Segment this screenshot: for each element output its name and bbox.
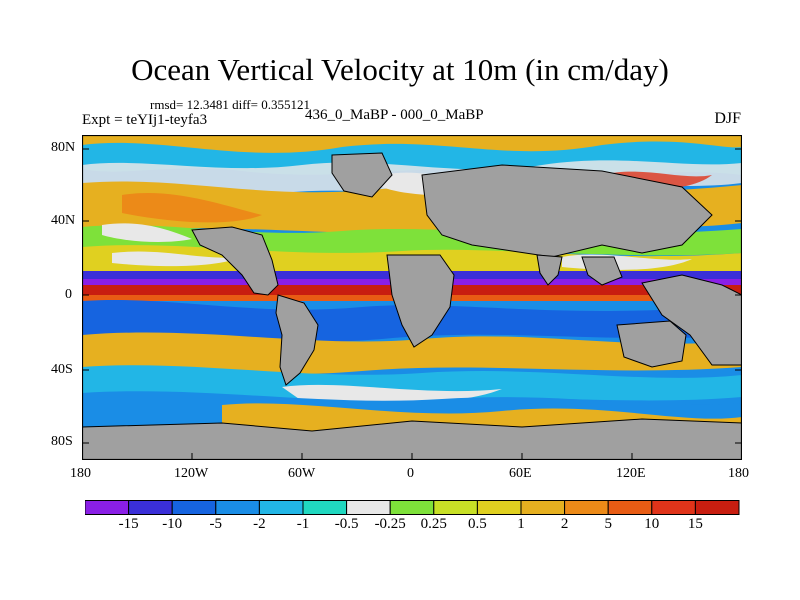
colorbar-swatch [128, 500, 173, 515]
lon-label-60w: 60W [288, 466, 316, 481]
velocity-map [82, 135, 742, 460]
page-title: Ocean Vertical Velocity at 10m (in cm/da… [131, 52, 669, 87]
land-se-asia [581, 256, 623, 286]
colorbar-swatch [215, 500, 260, 515]
colorbar-label: -0.25 [374, 516, 406, 532]
land-africa [386, 254, 455, 348]
colorbar-label: 10 [644, 516, 660, 532]
colorbar-swatch [651, 500, 696, 515]
land-mask [82, 152, 742, 460]
land-south-america [275, 294, 319, 386]
lon-label-120w: 120W [174, 466, 209, 481]
lon-label-60e: 60E [509, 466, 532, 481]
colorbar-swatch [433, 500, 478, 515]
colorbar-label: 1 [517, 516, 525, 532]
colorbar-swatch [302, 500, 348, 515]
map-ticks [82, 148, 742, 460]
lat-label-40s: 40S [51, 362, 73, 377]
lat-label-80n: 80N [51, 140, 76, 155]
colorbar-label: 15 [687, 516, 703, 532]
stats-text: rmsd= 12.3481 diff= 0.355121 [150, 97, 310, 112]
lon-label-180e: 180 [728, 466, 749, 481]
colorbar-swatch [171, 500, 217, 515]
colorbar-swatch [520, 500, 566, 515]
land-eurasia [421, 164, 713, 258]
colorbar-label: 5 [604, 516, 612, 532]
lon-label-180w: 180 [70, 466, 91, 481]
experiment-name: 436_0_MaBP - 000_0_MaBP [305, 107, 484, 123]
colorbar-swatch [258, 500, 304, 515]
lat-label-0: 0 [65, 287, 72, 302]
colorbar [85, 500, 740, 515]
colorbar-label: -15 [118, 516, 139, 532]
colorbar-label: 2 [560, 516, 569, 532]
lon-label-120e: 120E [616, 466, 646, 481]
colorbar-label: 0.5 [468, 516, 487, 532]
colorbar-swatch [476, 500, 522, 515]
colorbar-label: -1 [296, 516, 310, 532]
colorbar-swatch [607, 500, 653, 515]
land-north-america [191, 226, 279, 296]
colorbar-swatch [85, 500, 130, 515]
land-maritime-east [641, 274, 742, 366]
lat-label-40n: 40N [51, 213, 76, 228]
land-greenland [331, 152, 393, 198]
colorbar-label: -0.5 [334, 516, 359, 532]
colorbar-swatch [694, 500, 740, 515]
lon-label-0: 0 [407, 466, 414, 481]
colorbar-swatch [389, 500, 435, 515]
land-india [536, 254, 563, 286]
colorbar-swatch [564, 500, 609, 515]
colorbar-label: -10 [162, 516, 183, 532]
season-label: DJF [714, 110, 741, 127]
colorbar-swatch [346, 500, 391, 515]
colorbar-label: -2 [253, 516, 266, 532]
colorbar-label: -5 [209, 516, 223, 532]
colorbar-label: 0.25 [420, 516, 447, 532]
experiment-label: Expt = teYIj1-teyfa3 [82, 112, 208, 128]
lat-label-80s: 80S [51, 434, 73, 449]
land-antarctica [82, 418, 742, 460]
